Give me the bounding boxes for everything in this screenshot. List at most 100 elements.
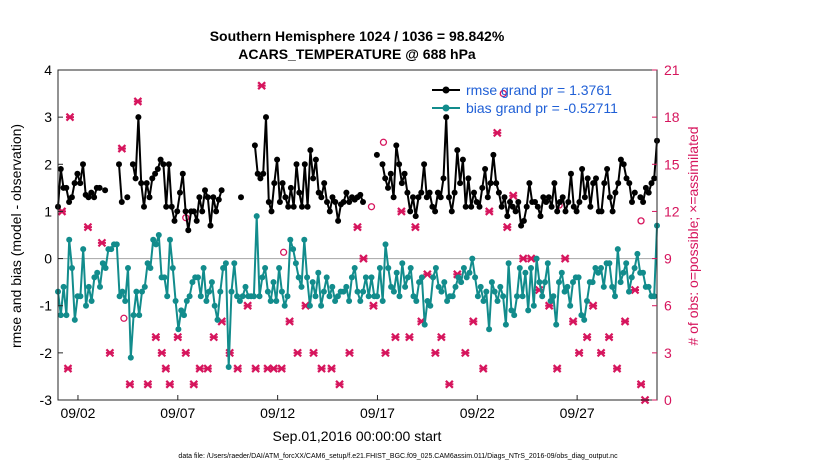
series-point [584, 298, 590, 304]
series-point [443, 114, 450, 121]
series-point [640, 269, 646, 276]
series-point [432, 208, 439, 215]
series-point [648, 180, 655, 187]
series-point [83, 302, 89, 309]
plot-frame [57, 69, 658, 401]
series-point [504, 213, 511, 220]
series-point [642, 184, 649, 191]
series-point [469, 255, 476, 262]
series-point [410, 194, 416, 201]
series-point [88, 298, 95, 304]
series-point [421, 161, 428, 168]
series-point [623, 175, 630, 182]
series-point [155, 232, 162, 238]
series-point [460, 265, 467, 271]
series-point [393, 269, 400, 276]
obs-assimilated-marker [97, 238, 107, 248]
series-point [576, 199, 583, 205]
series-point [562, 208, 569, 215]
series-point [273, 298, 280, 304]
series-line [381, 116, 636, 227]
series-line [118, 164, 123, 203]
series-point [348, 274, 355, 281]
series-point [186, 293, 193, 300]
series-point [189, 279, 196, 286]
series-point [573, 208, 580, 215]
series-point [523, 203, 530, 210]
series-point [495, 189, 502, 196]
series-point [139, 288, 145, 295]
series-point [285, 203, 292, 210]
y-right-tick-label: 0 [664, 392, 672, 408]
legend-rmse-label: rmse grand pr = 1.3761 [466, 82, 612, 98]
x-tick-label: 09/02 [60, 405, 95, 421]
obs-assimilated-marker [309, 348, 318, 358]
series-point [71, 316, 78, 323]
series-point [413, 298, 420, 304]
series-point [207, 222, 214, 229]
series-point [515, 199, 522, 205]
chart-title-line-1: Southern Hemisphere 1024 / 1036 = 98.842… [210, 28, 505, 44]
series-point [540, 194, 547, 201]
series-point [437, 194, 444, 201]
obs-assimilated-marker [369, 301, 378, 310]
series-point [628, 274, 635, 281]
series-layer [55, 114, 660, 370]
series-point [543, 199, 550, 205]
series-point [292, 260, 299, 267]
series-point [454, 147, 461, 154]
series-point [85, 283, 92, 290]
series-point [340, 288, 347, 295]
series-point [154, 166, 161, 172]
obs-assimilated-marker [479, 364, 488, 373]
series-point [500, 293, 507, 300]
series-point [242, 283, 249, 290]
obs-assimilated-marker [574, 348, 584, 358]
series-point [452, 283, 459, 290]
series-point [199, 208, 206, 215]
series-point [113, 241, 120, 248]
series-point [295, 274, 302, 281]
series-point [462, 203, 469, 210]
series-point [351, 265, 358, 271]
series-point [629, 199, 635, 205]
series-point [290, 246, 297, 253]
series-point [578, 312, 585, 319]
obs-assimilated-marker [233, 364, 242, 373]
obs-assimilated-marker [327, 364, 336, 373]
series-point [429, 203, 436, 210]
series-point [329, 194, 336, 201]
series-point [548, 203, 555, 210]
obs-possible-marker [637, 217, 645, 225]
series-point [458, 279, 465, 286]
series-point [267, 298, 274, 304]
obs-assimilated-marker [560, 254, 570, 263]
series-point [455, 274, 462, 281]
obs-assimilated-marker [359, 254, 368, 263]
series-point [558, 269, 565, 276]
series-point [182, 208, 189, 215]
series-point [175, 326, 182, 333]
series-point [484, 194, 491, 201]
obs-possible-marker [379, 138, 388, 146]
series-point [651, 175, 658, 182]
x-tick-label: 09/12 [260, 405, 295, 421]
series-point [116, 161, 122, 168]
series-point [310, 175, 317, 182]
series-point [398, 180, 405, 187]
series-point [505, 260, 512, 267]
series-point [80, 246, 87, 253]
series-point [143, 180, 150, 187]
series-point [132, 175, 139, 182]
obs-assimilated-marker [293, 348, 302, 358]
series-point [615, 180, 622, 187]
series-point [276, 199, 283, 205]
obs-assimilated-marker [277, 364, 286, 373]
obs-assimilated-marker [243, 301, 252, 310]
series-point [565, 199, 572, 205]
series-point [360, 288, 367, 295]
series-point [435, 283, 442, 290]
x-tick-label: 09/07 [160, 405, 195, 421]
series-point [96, 184, 103, 191]
series-point [301, 236, 308, 243]
